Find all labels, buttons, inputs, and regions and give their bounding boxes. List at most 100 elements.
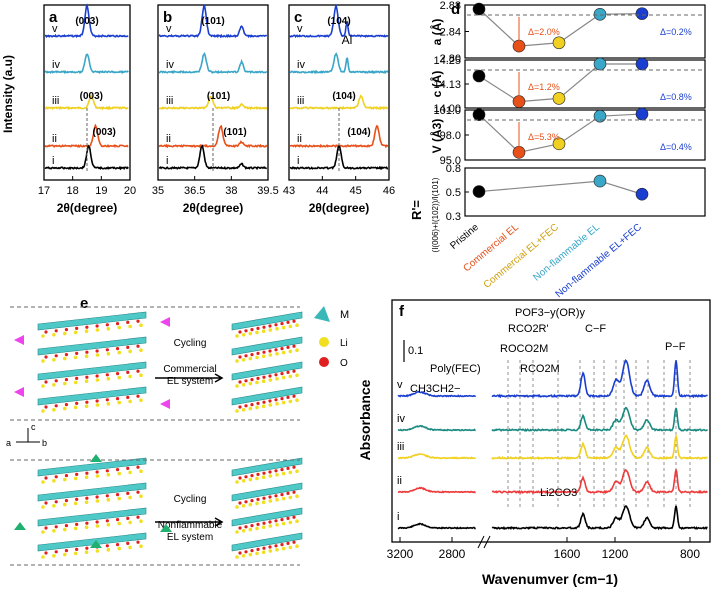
oxygen-atom [95, 349, 99, 353]
oxygen-atom [85, 350, 89, 354]
xrd-curve-v [289, 4, 389, 39]
oxygen-atom [44, 355, 48, 359]
d-point [552, 137, 566, 151]
lithium-atom [255, 526, 259, 531]
oxygen-atom [268, 520, 272, 524]
oxygen-atom [95, 324, 99, 328]
lithium-atom [73, 380, 78, 385]
lithium-atom [52, 504, 56, 508]
peak-label-h3: (003) [93, 127, 116, 138]
d-point [593, 174, 607, 188]
lithium-atom [62, 356, 67, 361]
f-spectrum-iii [491, 433, 708, 460]
lithium-atom [261, 525, 266, 529]
oxygen-atom [85, 546, 89, 550]
oxygen-atom [286, 466, 290, 470]
lithium-atom [255, 501, 259, 506]
oxygen-atom [274, 469, 278, 473]
oxygen-atom [115, 493, 120, 497]
lithium-atom [139, 398, 143, 403]
x-tick-label: 39.5 [257, 185, 278, 197]
d-ytick: 98.0 [440, 130, 461, 142]
oxygen-atom [250, 524, 254, 528]
oxygen-atom [64, 378, 69, 382]
oxygen-atom [280, 397, 284, 401]
lithium-atom [295, 519, 299, 523]
lithium-atom [52, 383, 56, 387]
f-scale-label: 0.1 [408, 345, 423, 357]
xrd-curve-iii [45, 93, 129, 111]
d-point [552, 92, 566, 105]
oxygen-atom [64, 549, 69, 553]
oxygen-atom [75, 376, 79, 380]
transition-metal-layer [37, 311, 147, 331]
d-delta-2: Δ=0.8% [660, 92, 692, 102]
structure-nonflam-before [37, 457, 147, 559]
lithium-atom [288, 545, 293, 550]
oxygen-atom [75, 351, 79, 355]
xrd-xlabel: 2θ(degree) [309, 201, 370, 215]
oxygen-atom [136, 344, 140, 348]
lithium-atom [268, 499, 273, 503]
f-spectrum-iv [491, 406, 708, 433]
lithium-atom [281, 375, 286, 380]
oxygen-atom [250, 549, 254, 553]
lithium-atom [268, 403, 273, 407]
oxygen-atom [244, 475, 248, 479]
lithium-atom [288, 520, 293, 525]
oxygen-atom [85, 471, 89, 475]
oxygen-atom [126, 541, 130, 546]
oxygen-atom [268, 470, 272, 474]
oxygen-atom [256, 472, 260, 476]
x-tick-label: 38 [225, 185, 237, 197]
lithium-atom [288, 374, 293, 379]
e-bottom-caption: Cycling [174, 494, 207, 505]
axis-break [483, 535, 491, 549]
panel-label-d: d [451, 1, 460, 18]
lithium-atom [52, 333, 56, 337]
f-spectrum-i [491, 505, 708, 531]
xrd-curve-v [158, 3, 268, 39]
strain-arrow-green [90, 540, 102, 548]
oxygen-atom [280, 543, 284, 547]
oxygen-atom [280, 322, 284, 326]
peak-label-h1: (101) [201, 16, 224, 27]
oxygen-atom [256, 376, 260, 380]
lithium-atom [73, 501, 78, 506]
panel-label-e: e [80, 295, 88, 312]
oxygen-atom [44, 526, 48, 530]
oxygen-atom [54, 500, 58, 504]
oxygen-atom [292, 540, 296, 544]
peak-label-h3: (101) [223, 127, 246, 138]
f-spectrum-iv-left [397, 424, 476, 432]
oxygen-atom [44, 501, 48, 505]
f-ylabel: Absorbance [357, 379, 373, 460]
d-ytick: 101.0 [433, 105, 461, 117]
e-arrow-top [155, 373, 224, 383]
lithium-atom [52, 358, 56, 362]
peak-label-h2: (104) [332, 91, 355, 102]
lithium-atom [281, 471, 286, 476]
d-point [635, 57, 649, 71]
lithium-atom [62, 477, 67, 482]
f-xtick: 1600 [554, 547, 581, 561]
oxygen-atom [292, 319, 296, 323]
oxygen-atom [44, 330, 48, 334]
lithium-atom [281, 350, 286, 355]
oxygen-atom [238, 405, 242, 409]
transition-metal-layer [37, 336, 147, 356]
d-point [635, 7, 649, 20]
lithium-atom [241, 383, 246, 387]
oxygen-atom [262, 375, 266, 379]
lithium-atom [128, 470, 132, 475]
xrd-xlabel: 2θ(degree) [183, 201, 244, 215]
oxygen-atom [136, 515, 140, 519]
oxygen-atom [256, 326, 260, 330]
f-curve-label-v: v [397, 379, 403, 391]
legend-o-icon [319, 357, 329, 367]
oxygen-atom [244, 525, 248, 529]
lithium-atom [41, 530, 45, 534]
lithium-atom [128, 399, 132, 404]
xrd-xlabel: 2θ(degree) [57, 201, 118, 215]
oxygen-atom [75, 547, 79, 552]
